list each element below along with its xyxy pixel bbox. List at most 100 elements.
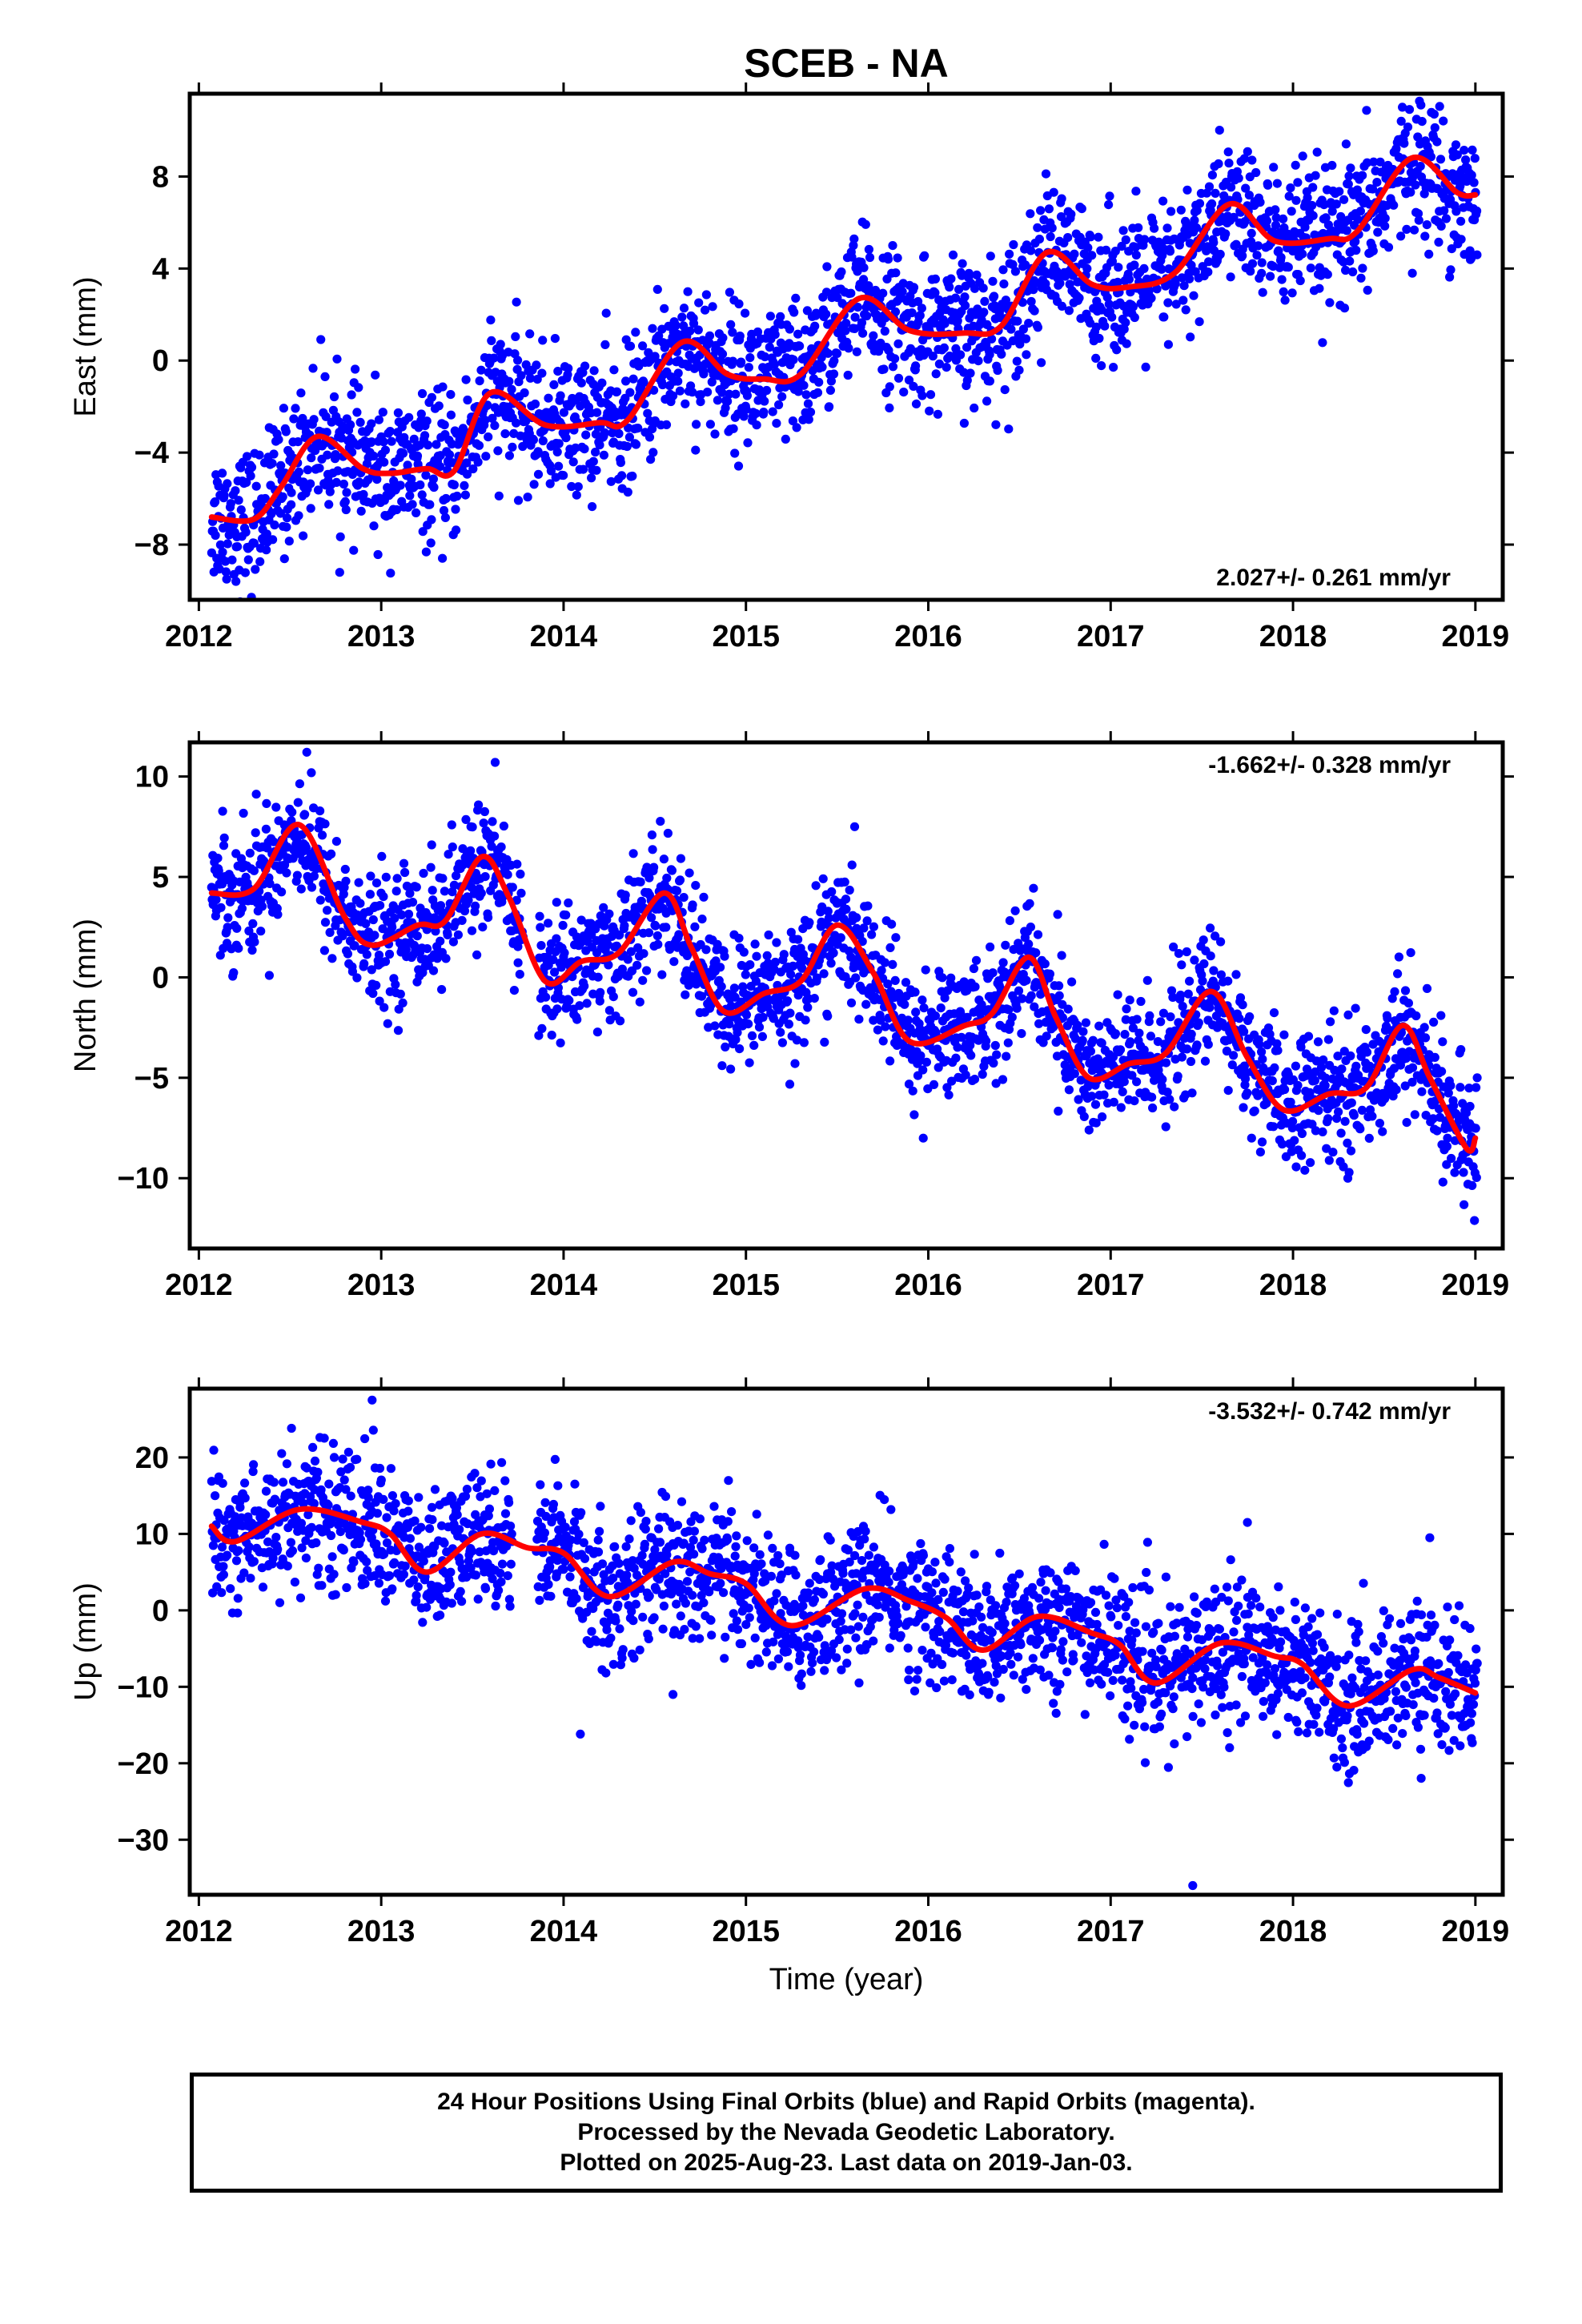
data-point: [1445, 272, 1455, 282]
data-point: [1346, 1051, 1355, 1061]
data-point: [690, 922, 700, 931]
data-point: [1087, 1092, 1097, 1101]
data-point: [883, 979, 893, 989]
data-point: [852, 923, 861, 933]
data-point: [1419, 1023, 1429, 1032]
data-point: [1238, 251, 1247, 260]
data-point: [735, 332, 745, 341]
data-point: [1406, 187, 1415, 197]
data-point: [1121, 318, 1130, 328]
data-point: [888, 362, 898, 372]
data-point: [233, 1594, 243, 1603]
data-point: [885, 943, 895, 952]
data-point: [262, 529, 271, 539]
data-point: [536, 941, 546, 951]
data-point: [869, 922, 878, 931]
data-point: [1332, 1079, 1342, 1088]
data-point: [384, 1571, 395, 1581]
data-point: [342, 1582, 351, 1593]
data-point: [960, 292, 970, 302]
data-point: [1119, 1077, 1129, 1087]
data-point: [934, 359, 944, 369]
data-point: [723, 396, 733, 406]
data-point: [1091, 322, 1101, 332]
data-point: [448, 842, 457, 852]
data-point: [1034, 1019, 1044, 1028]
data-point: [335, 568, 344, 577]
data-point: [1159, 312, 1169, 322]
data-point: [591, 429, 601, 439]
data-point: [720, 951, 729, 961]
data-point: [1323, 1114, 1333, 1124]
data-point: [296, 388, 306, 398]
data-point: [444, 850, 453, 859]
data-point: [1286, 1097, 1295, 1107]
data-point: [1456, 235, 1466, 244]
data-point: [362, 950, 371, 959]
data-point: [822, 262, 832, 271]
data-point: [1018, 324, 1028, 334]
data-point: [669, 957, 679, 967]
data-point: [653, 939, 663, 949]
data-point: [472, 950, 482, 959]
data-point: [255, 557, 265, 566]
data-point: [537, 1023, 547, 1033]
data-point: [1306, 263, 1315, 273]
data-point: [1247, 228, 1256, 238]
data-point: [1199, 935, 1208, 945]
data-point: [1271, 213, 1281, 223]
data-point: [1429, 1017, 1439, 1027]
data-point: [1163, 298, 1173, 308]
data-point: [918, 1133, 928, 1143]
data-point: [1271, 205, 1280, 215]
data-point: [1156, 1017, 1166, 1027]
data-point: [969, 963, 978, 974]
data-point: [878, 1036, 888, 1046]
data-point: [504, 376, 514, 386]
data-point: [391, 887, 401, 896]
data-point: [1234, 173, 1243, 183]
data-point: [878, 288, 888, 298]
data-point: [1323, 270, 1332, 279]
data-point: [957, 1032, 966, 1042]
data-point: [1293, 1080, 1303, 1090]
data-point: [303, 465, 312, 475]
data-point: [294, 467, 303, 476]
data-point: [859, 923, 869, 933]
data-point: [235, 877, 245, 887]
data-point: [741, 970, 750, 979]
data-point: [1447, 169, 1457, 179]
data-point: [893, 339, 903, 348]
data-point: [346, 1491, 355, 1501]
data-point: [219, 833, 229, 842]
data-point: [893, 373, 904, 383]
data-point: [396, 480, 405, 490]
data-point: [1134, 223, 1143, 232]
data-point: [1472, 1172, 1481, 1182]
data-point: [375, 901, 385, 911]
data-point: [799, 1038, 809, 1047]
data-point: [1303, 193, 1312, 203]
y-axis-label: North (mm): [69, 919, 102, 1072]
data-point: [726, 1001, 736, 1011]
data-point: [251, 565, 260, 574]
data-point: [999, 279, 1009, 289]
data-point: [1343, 179, 1353, 189]
data-point: [1185, 274, 1195, 283]
data-point: [1340, 1116, 1350, 1126]
data-point: [942, 363, 951, 372]
data-point: [1012, 356, 1022, 366]
data-point: [386, 569, 396, 578]
data-point: [601, 308, 611, 318]
data-point: [797, 963, 807, 973]
data-point: [799, 380, 809, 390]
data-point: [1206, 923, 1215, 933]
data-point: [1296, 1042, 1306, 1051]
data-point: [231, 577, 241, 586]
data-point: [1411, 180, 1420, 190]
data-point: [362, 1557, 371, 1566]
data-point: [777, 392, 787, 401]
data-point: [516, 888, 526, 898]
data-point: [1192, 1040, 1202, 1050]
data-point: [400, 432, 409, 442]
